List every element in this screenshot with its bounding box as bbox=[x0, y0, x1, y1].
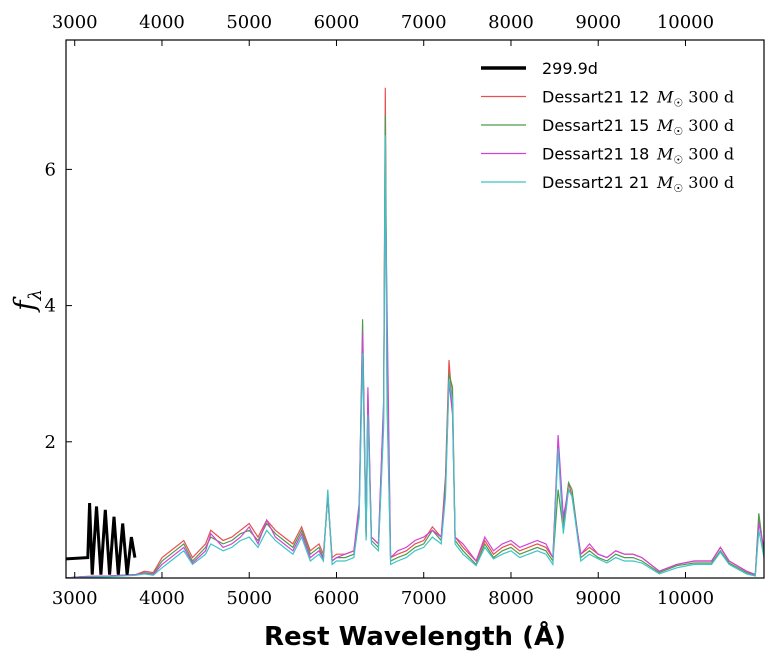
x-tick-label: 7000 bbox=[401, 588, 447, 609]
legend-label: 299.9d bbox=[542, 59, 598, 78]
legend-mass: M☉ 300 d bbox=[656, 173, 734, 195]
legend-label: Dessart21 21 bbox=[542, 173, 649, 192]
x-top-tick-label: 8000 bbox=[488, 12, 534, 33]
x-tick-label: 10000 bbox=[657, 588, 714, 609]
legend-mass: M☉ 300 d bbox=[656, 88, 734, 110]
series-group bbox=[66, 87, 764, 578]
x-tick-label: 5000 bbox=[226, 588, 272, 609]
x-top-tick-label: 9000 bbox=[575, 12, 621, 33]
legend-mass: M☉ 300 d bbox=[656, 116, 734, 138]
plot-frame bbox=[65, 39, 765, 579]
y-tick-label: 4 bbox=[45, 296, 56, 317]
x-tick-label: 9000 bbox=[575, 588, 621, 609]
legend-label: Dessart21 18 bbox=[542, 145, 649, 164]
series-line-2 bbox=[66, 114, 764, 578]
legend-mass: M☉ 300 d bbox=[656, 145, 734, 167]
y-axis-title: fλ bbox=[8, 289, 46, 313]
x-axis-title: Rest Wavelength (Å) bbox=[264, 620, 566, 652]
x-tick-label: 6000 bbox=[314, 588, 360, 609]
series-line-3 bbox=[66, 176, 764, 578]
series-line-4 bbox=[66, 135, 764, 578]
legend: 299.9d Dessart21 12 M☉ 300 d Dessart21 15 M☉ 3… bbox=[481, 59, 734, 195]
series-line-observed bbox=[66, 503, 137, 575]
plot-lines bbox=[66, 87, 764, 578]
legend-label: Dessart21 12 bbox=[542, 88, 649, 107]
x-tick-label: 3000 bbox=[52, 588, 98, 609]
y-tick-label: 6 bbox=[45, 159, 56, 180]
x-top-tick-label: 3000 bbox=[52, 12, 98, 33]
legend-label: Dessart21 15 bbox=[542, 116, 649, 135]
y-tick-label: 2 bbox=[45, 432, 56, 453]
x-top-tick-label: 6000 bbox=[314, 12, 360, 33]
axis-ticks: 3000 4000 5000 6000 7000 8000 9000 10000 3000 400… bbox=[45, 12, 715, 609]
x-top-tick-label: 10000 bbox=[657, 12, 714, 33]
x-tick-label: 8000 bbox=[488, 588, 534, 609]
x-top-tick-label: 4000 bbox=[139, 12, 185, 33]
x-tick-label: 4000 bbox=[139, 588, 185, 609]
x-top-tick-label: 7000 bbox=[401, 12, 447, 33]
x-top-tick-label: 5000 bbox=[226, 12, 272, 33]
